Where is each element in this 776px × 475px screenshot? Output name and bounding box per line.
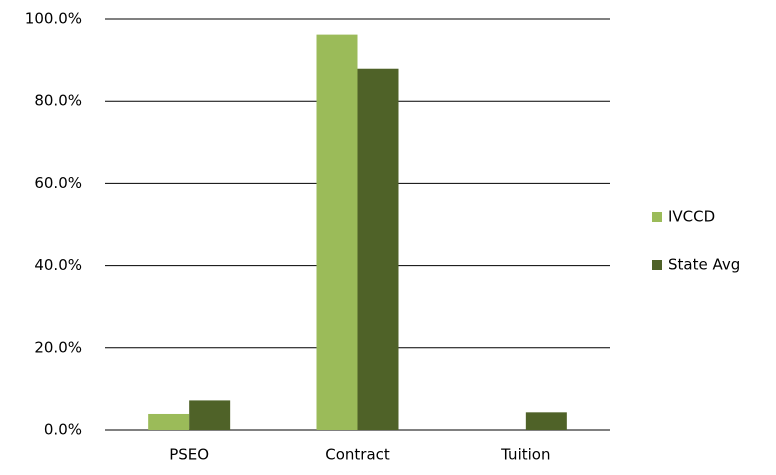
x-tick-label: Contract (325, 446, 390, 464)
legend-label: IVCCD (668, 208, 715, 226)
y-tick-label: 100.0% (25, 10, 82, 28)
y-tick-label: 80.0% (34, 92, 82, 110)
legend-swatch (652, 212, 662, 222)
y-tick-label: 40.0% (34, 256, 82, 274)
y-tick-label: 60.0% (34, 174, 82, 192)
bar (148, 413, 190, 430)
y-tick-label: 0.0% (44, 421, 82, 439)
y-tick-label: 20.0% (34, 338, 82, 356)
bar (316, 34, 358, 430)
x-tick-label: Tuition (500, 446, 550, 464)
legend-label: State Avg (668, 256, 740, 274)
x-tick-label: PSEO (169, 446, 209, 464)
bar (357, 68, 399, 430)
bar (525, 412, 567, 430)
legend-swatch (652, 260, 662, 270)
bar (189, 400, 231, 430)
